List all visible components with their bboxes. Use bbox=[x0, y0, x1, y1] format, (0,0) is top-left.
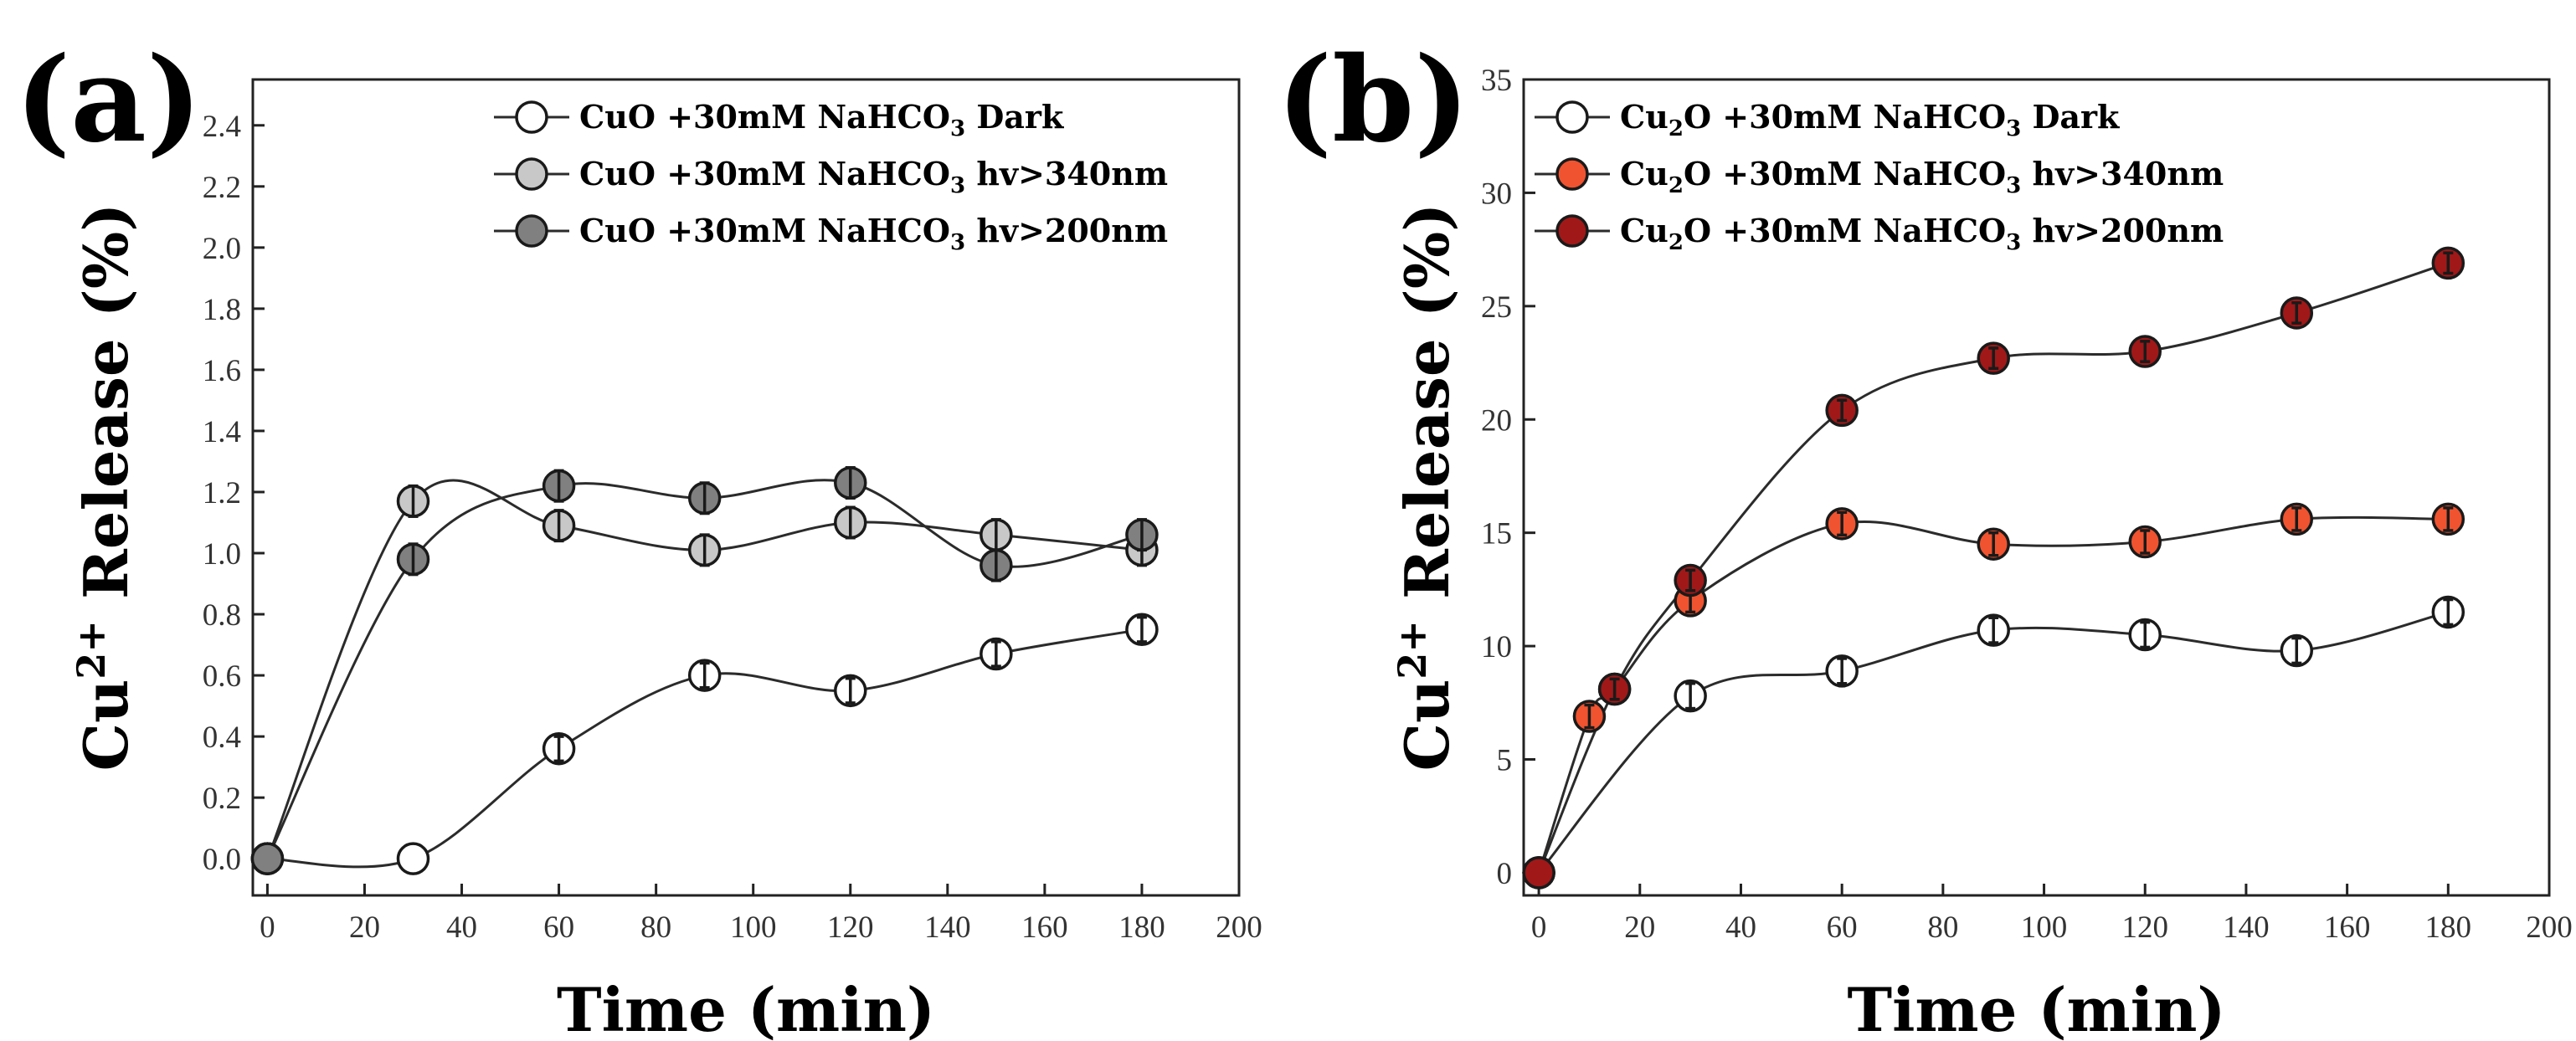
x-tick-label: 80 bbox=[1927, 910, 1958, 945]
x-tick-label: 20 bbox=[349, 910, 380, 945]
plot-frame bbox=[1522, 78, 2551, 897]
y-tick-label: 10 bbox=[1481, 630, 1512, 664]
legend-label: CuO +30mM NaHCO3 Dark bbox=[579, 98, 1064, 141]
legend-marker bbox=[515, 214, 548, 248]
y-tick-label: 2.0 bbox=[203, 232, 241, 266]
y-tick-label: 1.0 bbox=[203, 537, 241, 572]
x-tick-label: 140 bbox=[2223, 910, 2270, 945]
x-tick-label: 60 bbox=[543, 910, 574, 945]
x-tick-label: 20 bbox=[1624, 910, 1655, 945]
x-axis-title: Time (min) bbox=[557, 974, 935, 1041]
data-point bbox=[1522, 856, 1555, 890]
y-tick-label: 1.6 bbox=[203, 354, 241, 388]
x-tick-label: 120 bbox=[2121, 910, 2168, 945]
x-tick-label: 200 bbox=[1216, 910, 1262, 945]
y-tick-label: 25 bbox=[1481, 290, 1512, 325]
legend-marker bbox=[1555, 157, 1589, 191]
x-tick-label: 180 bbox=[1118, 910, 1165, 945]
panel-label: (a) bbox=[15, 32, 202, 169]
y-tick-label: 0.6 bbox=[203, 659, 241, 694]
legend-marker bbox=[1555, 100, 1589, 134]
plot-frame bbox=[251, 78, 1241, 897]
y-tick-label: 1.4 bbox=[203, 415, 241, 449]
x-tick-label: 120 bbox=[827, 910, 874, 945]
x-tick-label: 180 bbox=[2425, 910, 2472, 945]
x-tick-label: 0 bbox=[1531, 910, 1547, 945]
x-tick-label: 100 bbox=[730, 910, 777, 945]
y-tick-label: 1.2 bbox=[203, 476, 241, 510]
y-tick-label: 15 bbox=[1481, 517, 1512, 551]
y-tick-label: 2.4 bbox=[203, 110, 241, 144]
legend-marker bbox=[515, 157, 548, 191]
x-tick-label: 100 bbox=[2021, 910, 2068, 945]
x-tick-label: 160 bbox=[1021, 910, 1068, 945]
legend-label: Cu2O +30mM NaHCO3 hv>200nm bbox=[1620, 212, 2224, 255]
y-tick-label: 0.4 bbox=[203, 720, 241, 755]
panel-label: (b) bbox=[1277, 32, 1469, 169]
legend-label: Cu2O +30mM NaHCO3 hv>340nm bbox=[1620, 155, 2224, 198]
y-tick-label: 0.2 bbox=[203, 782, 241, 816]
y-axis-title: Cu2+ Release (%) bbox=[1390, 203, 1463, 772]
y-tick-label: 30 bbox=[1481, 177, 1512, 211]
x-axis-title: Time (min) bbox=[1847, 974, 2225, 1041]
legend-marker bbox=[1555, 214, 1589, 248]
data-point bbox=[396, 842, 430, 875]
legend-label: CuO +30mM NaHCO3 hv>340nm bbox=[579, 155, 1168, 198]
y-tick-label: 0.0 bbox=[203, 843, 241, 877]
panel-b: (b) 0 20 40 60 80 100 120 140 160 180 200 0 5 10 15 20 25… bbox=[1277, 32, 2573, 1041]
x-tick-label: 40 bbox=[446, 910, 477, 945]
x-tick-label: 200 bbox=[2526, 910, 2573, 945]
legend-marker bbox=[515, 100, 548, 134]
legend-label: Cu2O +30mM NaHCO3 Dark bbox=[1620, 98, 2120, 141]
y-tick-label: 5 bbox=[1497, 744, 1513, 778]
panel-a: (a) 0 20 40 60 80 100 120 140 160 180 200 0.0 0.2 0.4 0… bbox=[15, 32, 1262, 1041]
y-tick-label: 35 bbox=[1481, 64, 1512, 98]
y-tick-label: 20 bbox=[1481, 403, 1512, 438]
x-tick-label: 80 bbox=[640, 910, 671, 945]
x-tick-label: 40 bbox=[1725, 910, 1756, 945]
x-tick-label: 0 bbox=[260, 910, 275, 945]
x-tick-label: 160 bbox=[2324, 910, 2371, 945]
data-point bbox=[250, 842, 285, 875]
y-tick-label: 0 bbox=[1497, 857, 1513, 891]
y-tick-label: 1.8 bbox=[203, 293, 241, 327]
x-tick-label: 140 bbox=[924, 910, 971, 945]
y-axis-title: Cu2+ Release (%) bbox=[69, 203, 141, 772]
legend-label: CuO +30mM NaHCO3 hv>200nm bbox=[579, 212, 1168, 255]
x-tick-label: 60 bbox=[1827, 910, 1858, 945]
y-tick-label: 2.2 bbox=[203, 171, 241, 205]
y-tick-label: 0.8 bbox=[203, 598, 241, 633]
